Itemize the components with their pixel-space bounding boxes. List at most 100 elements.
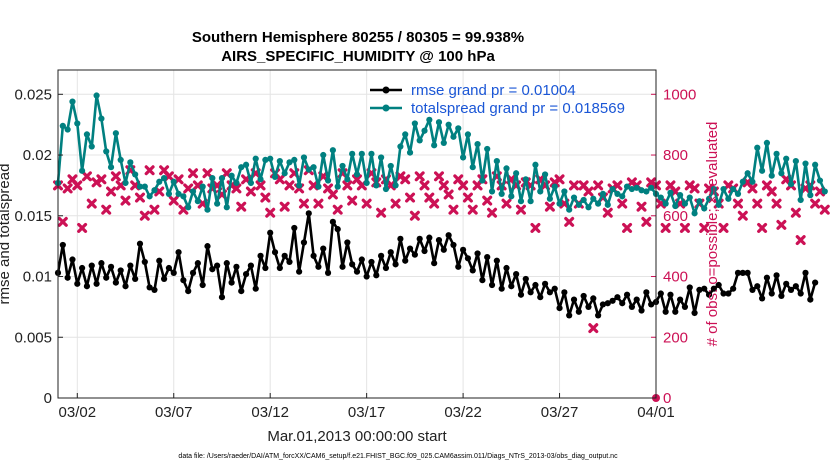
x-tick-label: 03/02 <box>59 404 97 421</box>
totalspread-point <box>484 145 491 153</box>
rmse-point <box>522 275 529 283</box>
totalspread-point <box>146 193 153 200</box>
totalspread-line <box>56 94 826 215</box>
rmse-point <box>79 264 86 272</box>
obs-evaluated-marker <box>554 174 565 185</box>
obs-evaluated-marker <box>284 180 295 191</box>
obs-evaluated-marker <box>72 180 83 191</box>
obs-evaluated-marker <box>231 183 242 194</box>
totalspread-point <box>590 195 597 202</box>
obs-evaluated-marker <box>810 198 821 209</box>
rmse-point <box>175 249 182 256</box>
totalspread-point <box>83 131 91 138</box>
obs-evaluated-marker <box>636 201 647 212</box>
rmse-point <box>127 262 134 269</box>
totalspread-point <box>310 164 317 171</box>
totalspread-point <box>556 200 563 207</box>
rmse-point <box>609 297 616 304</box>
totalspread-point <box>744 170 751 177</box>
rmse-point <box>807 296 814 303</box>
totalspread-point <box>349 150 356 157</box>
rmse-point <box>382 264 390 272</box>
rmse-point <box>672 308 679 315</box>
x-tick-label: 03/12 <box>251 404 289 421</box>
totalspread-point <box>816 177 824 184</box>
rmse-point <box>749 286 756 293</box>
totalspread-point <box>662 200 669 207</box>
totalspread-point <box>397 143 404 150</box>
totalspread-point <box>392 182 399 189</box>
rmse-point <box>633 296 640 303</box>
rmse-point <box>696 286 703 293</box>
totalspread-point <box>493 158 500 165</box>
totalspread-point <box>527 198 534 205</box>
rmse-point <box>537 294 544 301</box>
totalspread-point <box>710 185 717 193</box>
totalspread-point <box>570 194 578 201</box>
rmse-point <box>532 281 539 289</box>
rmse-point <box>160 275 168 283</box>
obs-evaluated-marker <box>462 192 473 203</box>
totalspread-point <box>228 172 235 179</box>
rmse-point <box>517 291 525 298</box>
totalspread-point <box>281 170 288 177</box>
rmse-point <box>267 229 274 236</box>
rmse-point <box>74 280 81 287</box>
y-axis-label: rmse and totalspread <box>0 164 13 305</box>
totalspread-point <box>107 164 115 171</box>
rmse-point <box>493 257 500 264</box>
totalspread-point <box>339 162 346 170</box>
obs-evaluated-marker <box>149 204 160 215</box>
obs-evaluated-marker <box>347 195 358 206</box>
obs-evaluated-marker <box>569 180 580 191</box>
obs-evaluated-marker <box>458 180 469 191</box>
rmse-point <box>358 256 365 263</box>
totalspread-point <box>305 166 312 173</box>
totalspread-point <box>64 126 71 133</box>
obs-evaluated-marker <box>245 186 256 197</box>
rmse-point <box>324 269 332 276</box>
totalspread-point <box>127 159 134 166</box>
totalspread-point <box>411 120 418 127</box>
rmse-point <box>180 277 187 284</box>
obs-evaluated-marker <box>202 168 213 179</box>
rmse-point <box>570 296 578 303</box>
obs-evaluated-marker <box>101 204 112 215</box>
rmse-point <box>387 249 394 256</box>
rmse-point <box>739 269 746 276</box>
totalspread-point <box>508 193 515 200</box>
obs-evaluated-marker <box>376 207 387 218</box>
rmse-point <box>334 226 341 233</box>
obs-evaluated-marker <box>265 207 276 218</box>
obs-evaluated-marker <box>732 198 743 209</box>
obs-evaluated-marker <box>718 222 729 233</box>
gridlines <box>58 70 657 399</box>
rmse-point <box>734 269 742 276</box>
x-tick-label: 03/27 <box>541 404 579 421</box>
chart-subtitle: AIRS_SPECIFIC_HUMIDITY @ 100 hPa <box>221 48 495 65</box>
totalspread-point <box>498 190 505 198</box>
totalspread-point <box>440 139 447 146</box>
rmse-point <box>411 251 418 258</box>
totalspread-point <box>691 210 698 217</box>
y-tick-label: 0.025 <box>14 86 52 103</box>
rmse-point <box>628 303 635 310</box>
totalspread-point <box>214 200 221 207</box>
rmse-point <box>199 281 206 289</box>
totalspread-point <box>194 198 201 205</box>
rmse-point <box>378 252 385 259</box>
totalspread-point <box>623 183 631 190</box>
obs-evaluated-marker <box>771 198 782 209</box>
totalspread-point <box>469 164 476 171</box>
rmse-point <box>773 272 780 279</box>
totalspread-point <box>758 167 766 174</box>
totalspread-point <box>667 189 674 196</box>
totalspread-point <box>638 187 645 194</box>
obs-evaluated-marker <box>747 183 758 194</box>
rmse-point <box>218 294 226 301</box>
totalspread-point <box>431 142 438 149</box>
y2-tick-label: 200 <box>663 329 688 346</box>
totalspread-point <box>561 188 568 195</box>
totalspread-point <box>170 178 177 185</box>
rmse-point <box>426 234 433 241</box>
